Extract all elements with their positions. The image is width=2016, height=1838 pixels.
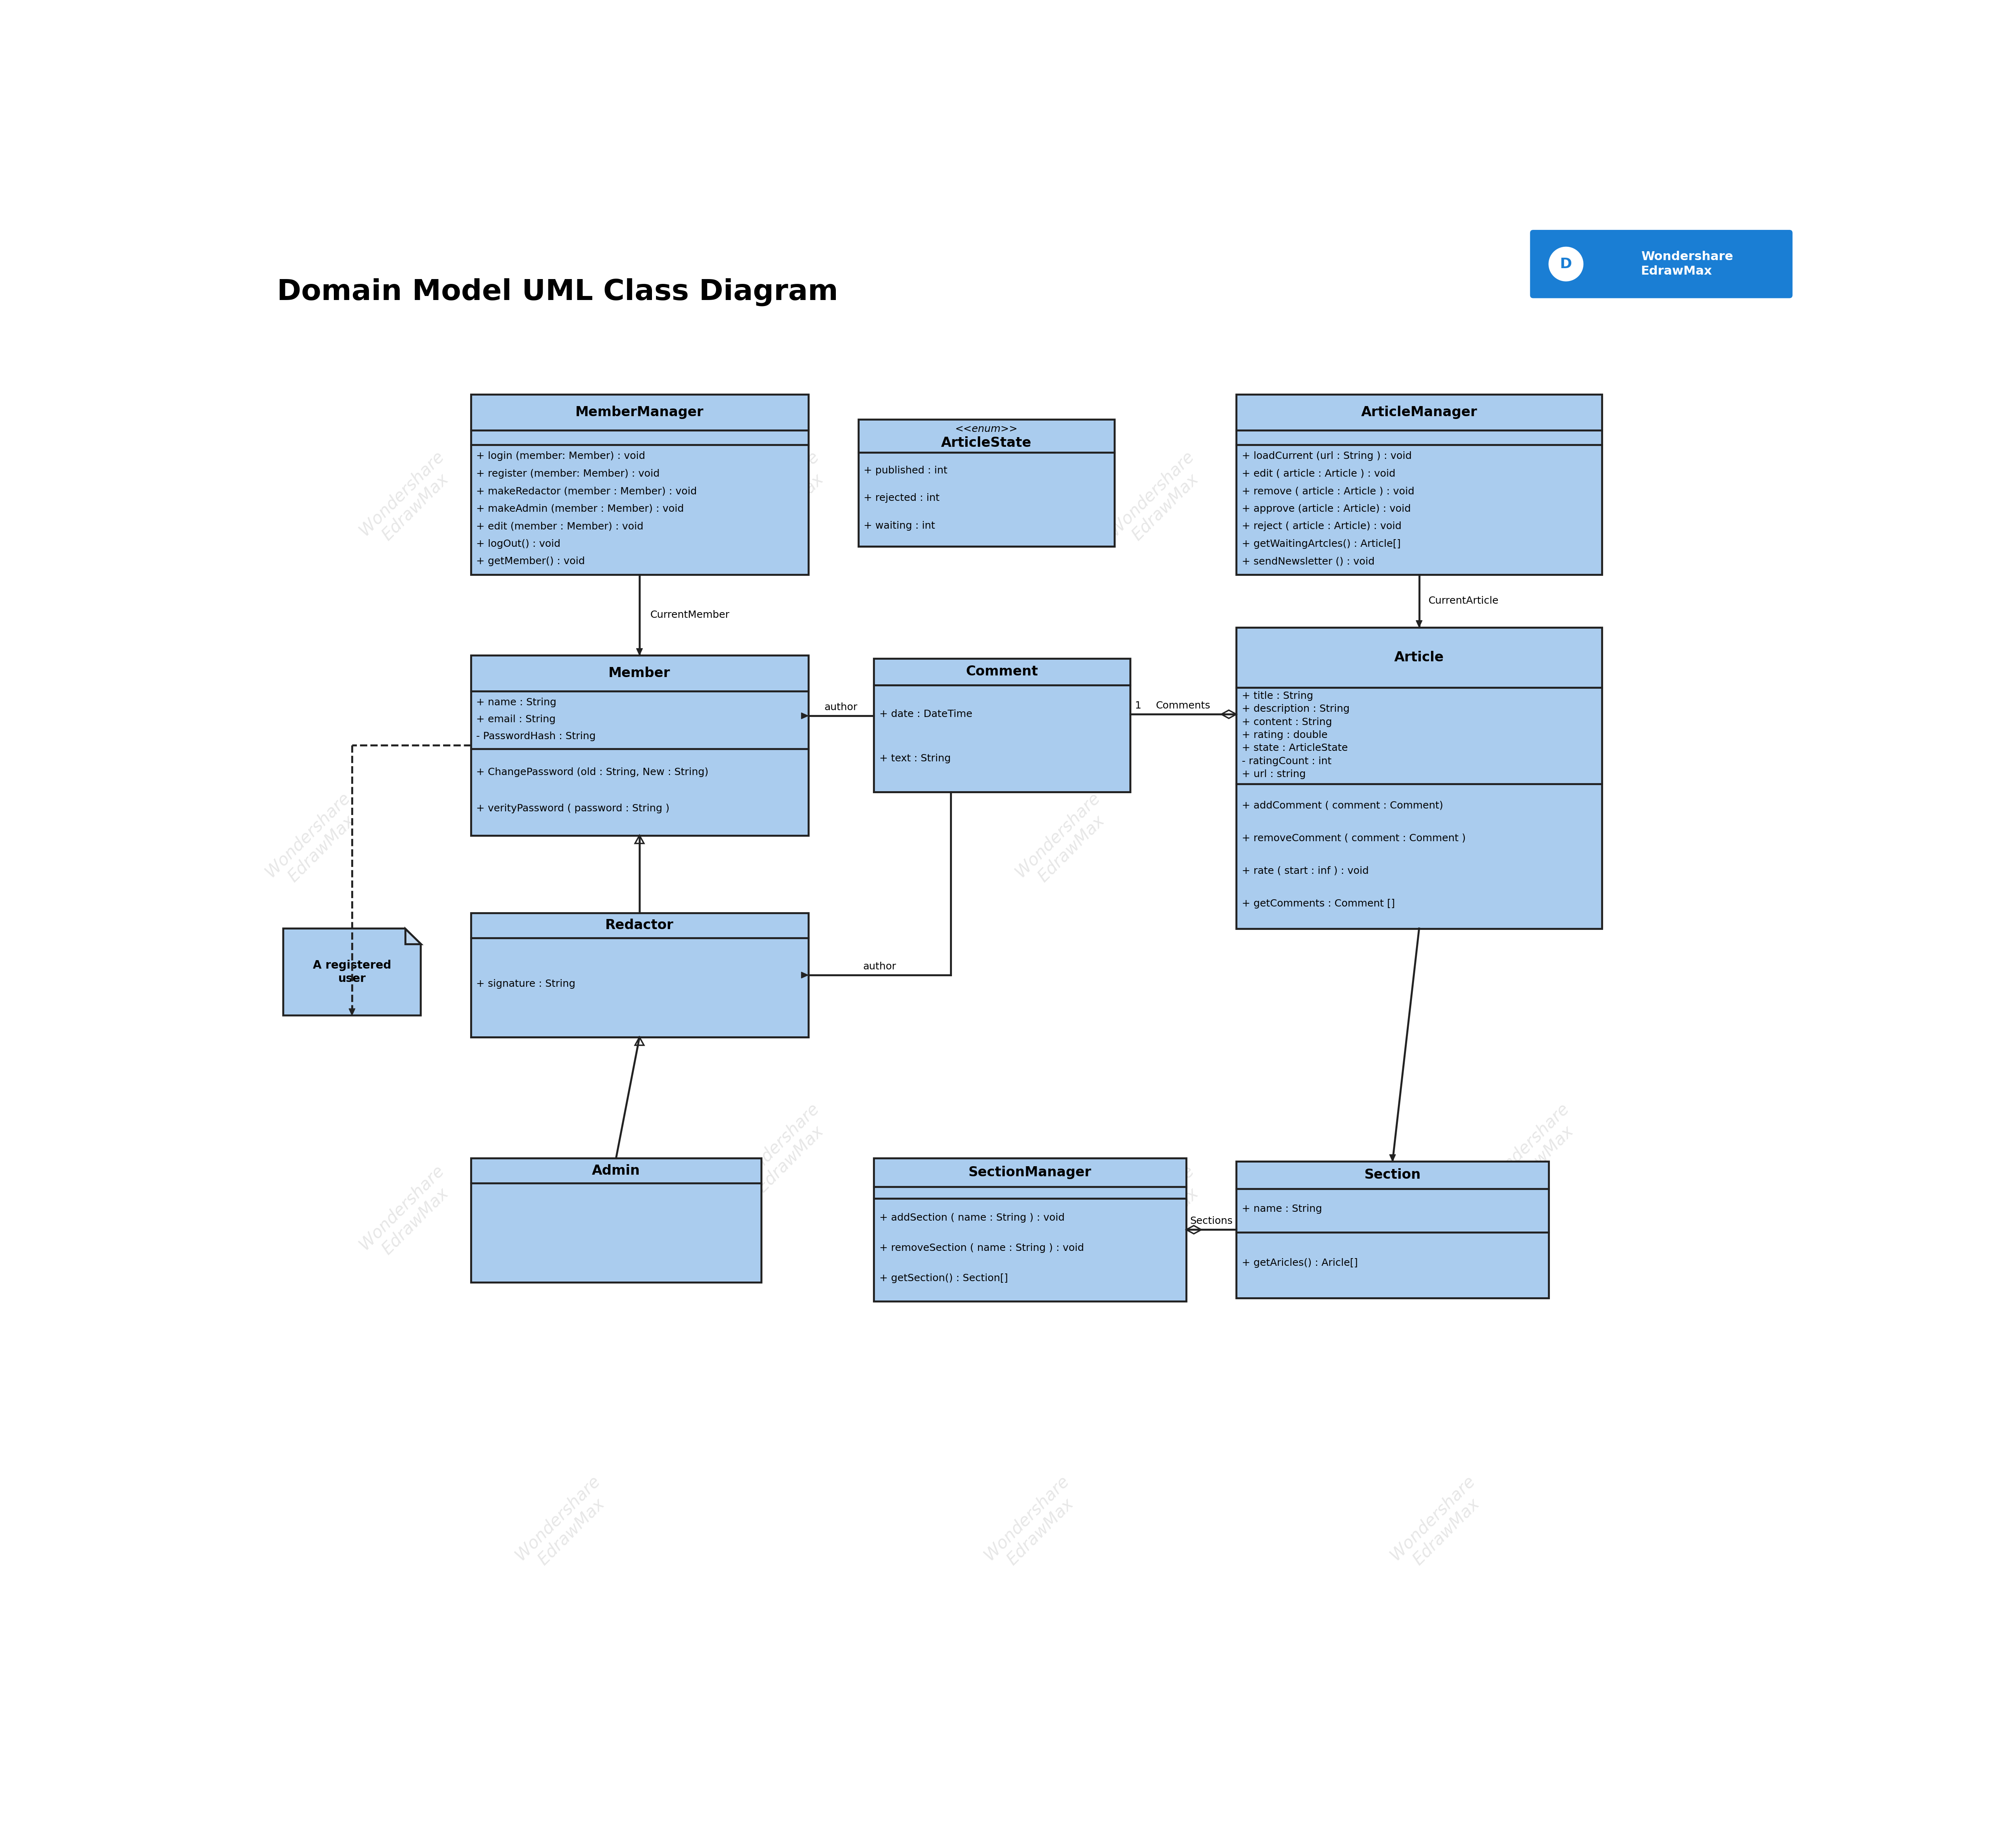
Text: ArticleState: ArticleState bbox=[941, 436, 1032, 450]
Text: + approve (article : Article) : void: + approve (article : Article) : void bbox=[1242, 504, 1411, 513]
Polygon shape bbox=[1415, 621, 1421, 627]
Text: + email : String: + email : String bbox=[476, 715, 556, 724]
Polygon shape bbox=[800, 972, 808, 978]
Text: Wondershare
EdrawMax: Wondershare EdrawMax bbox=[262, 789, 367, 893]
Bar bbox=[472, 913, 808, 1037]
Text: Wondershare
EdrawMax: Wondershare EdrawMax bbox=[1480, 1099, 1587, 1204]
Text: + text : String: + text : String bbox=[879, 754, 952, 763]
Text: + signature : String: + signature : String bbox=[476, 980, 575, 989]
Text: + addSection ( name : String ) : void: + addSection ( name : String ) : void bbox=[879, 1213, 1064, 1222]
Text: Member: Member bbox=[609, 667, 671, 680]
Text: Admin: Admin bbox=[593, 1163, 641, 1178]
Text: + published : int: + published : int bbox=[863, 465, 948, 476]
Text: Wondershare
EdrawMax: Wondershare EdrawMax bbox=[1012, 789, 1117, 893]
Polygon shape bbox=[637, 649, 643, 656]
Text: + state : ArticleState: + state : ArticleState bbox=[1242, 743, 1349, 754]
Text: Wondershare
EdrawMax: Wondershare EdrawMax bbox=[355, 447, 462, 553]
Text: CurrentArticle: CurrentArticle bbox=[1429, 596, 1498, 607]
Bar bbox=[859, 419, 1115, 546]
Text: + content : String: + content : String bbox=[1242, 717, 1333, 726]
Bar bbox=[873, 1158, 1185, 1301]
Bar bbox=[1236, 395, 1603, 575]
Text: Wondershare
EdrawMax: Wondershare EdrawMax bbox=[355, 1162, 462, 1266]
Text: Wondershare
EdrawMax: Wondershare EdrawMax bbox=[1641, 252, 1734, 278]
Text: + url : string: + url : string bbox=[1242, 770, 1306, 779]
Text: + removeSection ( name : String ) : void: + removeSection ( name : String ) : void bbox=[879, 1242, 1085, 1254]
Text: D: D bbox=[1560, 257, 1572, 270]
Bar bbox=[472, 395, 808, 575]
Text: Wondershare
EdrawMax: Wondershare EdrawMax bbox=[1387, 1472, 1492, 1577]
Text: Comments: Comments bbox=[1155, 700, 1210, 711]
Text: + loadCurrent (url : String ) : void: + loadCurrent (url : String ) : void bbox=[1242, 452, 1411, 461]
Text: Wondershare
EdrawMax: Wondershare EdrawMax bbox=[512, 1472, 617, 1577]
Text: Wondershare
EdrawMax: Wondershare EdrawMax bbox=[637, 726, 742, 833]
Circle shape bbox=[1548, 246, 1583, 281]
Text: + logOut() : void: + logOut() : void bbox=[476, 539, 560, 550]
Text: Section: Section bbox=[1365, 1169, 1421, 1182]
Text: + reject ( article : Article) : void: + reject ( article : Article) : void bbox=[1242, 522, 1401, 531]
Text: + removeComment ( comment : Comment ): + removeComment ( comment : Comment ) bbox=[1242, 833, 1466, 844]
Text: + edit (member : Member) : void: + edit (member : Member) : void bbox=[476, 522, 643, 531]
Bar bbox=[873, 658, 1131, 792]
Text: + makeRedactor (member : Member) : void: + makeRedactor (member : Member) : void bbox=[476, 487, 698, 496]
Polygon shape bbox=[282, 928, 421, 1015]
Text: + rate ( start : inf ) : void: + rate ( start : inf ) : void bbox=[1242, 866, 1369, 877]
Text: Comment: Comment bbox=[966, 665, 1038, 678]
Bar bbox=[1236, 627, 1603, 928]
Text: ArticleManager: ArticleManager bbox=[1361, 406, 1478, 419]
FancyBboxPatch shape bbox=[1530, 230, 1792, 298]
Text: + description : String: + description : String bbox=[1242, 704, 1349, 713]
Text: + remove ( article : Article ) : void: + remove ( article : Article ) : void bbox=[1242, 487, 1415, 496]
Text: + getMember() : void: + getMember() : void bbox=[476, 557, 585, 566]
Text: + rating : double: + rating : double bbox=[1242, 730, 1329, 741]
Bar bbox=[472, 1158, 762, 1283]
Text: SectionManager: SectionManager bbox=[968, 1165, 1091, 1180]
Text: Wondershare
EdrawMax: Wondershare EdrawMax bbox=[1105, 1162, 1212, 1266]
Text: Wondershare
EdrawMax: Wondershare EdrawMax bbox=[1387, 726, 1492, 833]
Text: Wondershare
EdrawMax: Wondershare EdrawMax bbox=[980, 1472, 1087, 1577]
Polygon shape bbox=[1389, 1154, 1395, 1162]
Text: author: author bbox=[825, 702, 857, 711]
Text: + verityPassword ( password : String ): + verityPassword ( password : String ) bbox=[476, 803, 669, 812]
Text: Wondershare
EdrawMax: Wondershare EdrawMax bbox=[1105, 447, 1212, 553]
Bar bbox=[1236, 1162, 1548, 1298]
Text: + ChangePassword (old : String, New : String): + ChangePassword (old : String, New : St… bbox=[476, 768, 708, 777]
Text: + register (member: Member) : void: + register (member: Member) : void bbox=[476, 469, 659, 478]
Text: author: author bbox=[863, 961, 895, 970]
Text: + getWaitingArtcles() : Article[]: + getWaitingArtcles() : Article[] bbox=[1242, 539, 1401, 550]
Text: Wondershare
EdrawMax: Wondershare EdrawMax bbox=[730, 1099, 837, 1204]
Text: - PasswordHash : String: - PasswordHash : String bbox=[476, 732, 597, 741]
Text: + getSection() : Section[]: + getSection() : Section[] bbox=[879, 1274, 1008, 1283]
Text: <<enum>>: <<enum>> bbox=[956, 425, 1018, 434]
Polygon shape bbox=[349, 1009, 355, 1015]
Polygon shape bbox=[800, 713, 808, 719]
Text: Wondershare
EdrawMax: Wondershare EdrawMax bbox=[730, 447, 837, 553]
Text: + getComments : Comment []: + getComments : Comment [] bbox=[1242, 899, 1395, 908]
Text: + title : String: + title : String bbox=[1242, 691, 1312, 700]
Text: + addComment ( comment : Comment): + addComment ( comment : Comment) bbox=[1242, 801, 1443, 811]
Text: Article: Article bbox=[1395, 651, 1443, 664]
Text: Redactor: Redactor bbox=[605, 919, 673, 932]
Text: Domain Model UML Class Diagram: Domain Model UML Class Diagram bbox=[276, 278, 839, 305]
Text: + sendNewsletter () : void: + sendNewsletter () : void bbox=[1242, 557, 1375, 566]
Bar bbox=[472, 656, 808, 834]
Text: CurrentMember: CurrentMember bbox=[651, 610, 730, 619]
Text: + getAricles() : Aricle[]: + getAricles() : Aricle[] bbox=[1242, 1257, 1359, 1268]
Text: Wondershare
EdrawMax: Wondershare EdrawMax bbox=[1480, 447, 1587, 553]
Text: - ratingCount : int: - ratingCount : int bbox=[1242, 755, 1333, 766]
Text: + makeAdmin (member : Member) : void: + makeAdmin (member : Member) : void bbox=[476, 504, 683, 513]
Text: + waiting : int: + waiting : int bbox=[863, 520, 935, 531]
Text: + rejected : int: + rejected : int bbox=[863, 493, 939, 504]
Text: + name : String: + name : String bbox=[476, 697, 556, 708]
Text: + login (member: Member) : void: + login (member: Member) : void bbox=[476, 452, 645, 461]
Text: A registered
user: A registered user bbox=[312, 959, 391, 983]
Polygon shape bbox=[405, 928, 421, 945]
Text: 1: 1 bbox=[1135, 700, 1141, 711]
Text: + edit ( article : Article ) : void: + edit ( article : Article ) : void bbox=[1242, 469, 1395, 478]
Text: + date : DateTime: + date : DateTime bbox=[879, 709, 972, 719]
Text: Sections: Sections bbox=[1189, 1217, 1232, 1226]
Text: + name : String: + name : String bbox=[1242, 1204, 1322, 1213]
Text: MemberManager: MemberManager bbox=[575, 406, 704, 419]
